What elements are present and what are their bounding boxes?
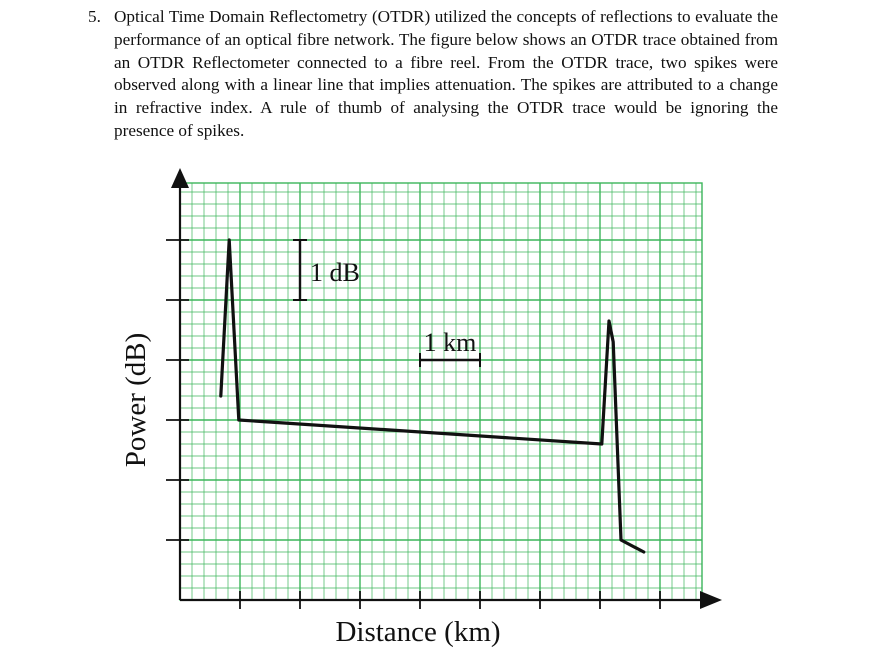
- grid: [179, 182, 703, 601]
- axes: [171, 168, 722, 609]
- trace-line: [219, 238, 646, 554]
- y-axis-label: Power (dB): [120, 333, 152, 468]
- x-axis-arrow: [700, 591, 722, 609]
- question-number: 5.: [88, 7, 101, 26]
- otdr-trace: [219, 238, 646, 554]
- scale-bar-label-db: 1 dB: [310, 258, 360, 287]
- axis-ticks: [166, 239, 661, 609]
- y-axis-arrow: [171, 168, 189, 188]
- scale-bar-label-km: 1 km: [424, 328, 477, 357]
- x-axis-label: Distance (km): [335, 616, 500, 648]
- scale-bars: 1 dB 1 km: [293, 239, 481, 367]
- question-block: 5. Optical Time Domain Reflectometry (OT…: [88, 6, 778, 143]
- question-text: Optical Time Domain Reflectometry (OTDR)…: [114, 7, 778, 140]
